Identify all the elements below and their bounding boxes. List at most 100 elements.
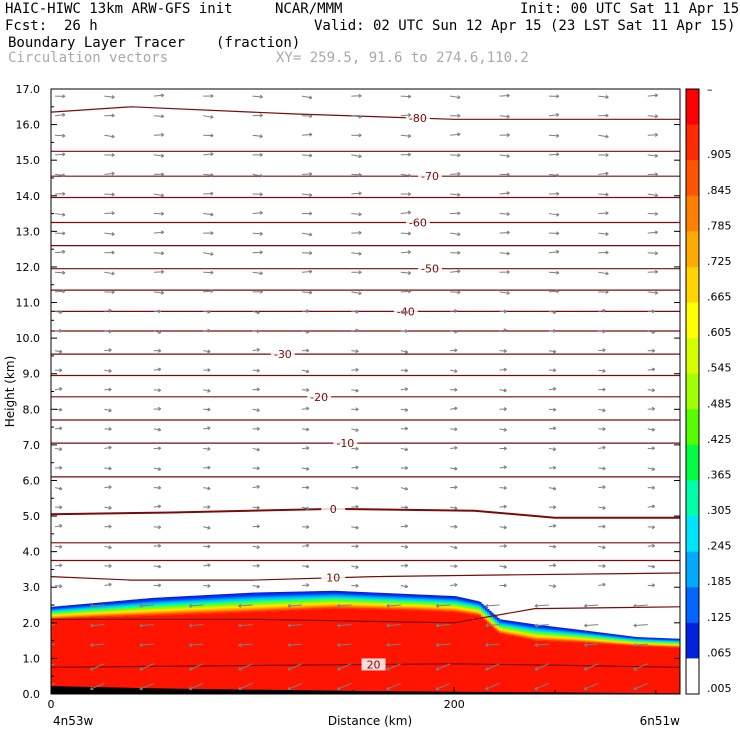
vector-head <box>62 231 66 236</box>
tracer-column-core <box>223 613 226 694</box>
vector-shaft <box>203 115 214 118</box>
vector-head <box>404 447 409 452</box>
tracer-column-edge <box>177 596 180 615</box>
tracer-column-edge <box>655 637 658 647</box>
vector-shaft <box>647 134 658 136</box>
vector-head <box>407 271 412 275</box>
vector-head <box>355 465 359 470</box>
tracer-column-core <box>569 641 572 694</box>
vector-shaft <box>647 154 658 157</box>
vector-head <box>358 230 362 235</box>
tracer-column-core <box>615 644 618 694</box>
vector-shaft <box>400 545 408 548</box>
vector-head <box>485 643 489 647</box>
vector-head <box>207 407 211 412</box>
tracer-column-edge <box>187 596 190 615</box>
tracer-column-core <box>627 645 630 694</box>
colorbar-swatch <box>686 587 699 624</box>
vector-shaft <box>450 584 458 586</box>
vector-head <box>435 667 440 671</box>
tracer-column-edge <box>317 591 320 610</box>
colorbar-swatch <box>686 551 699 588</box>
vector-shaft <box>153 291 164 294</box>
vector-shaft <box>598 172 609 175</box>
tracer-column-core <box>249 612 252 694</box>
vector-head <box>506 114 510 119</box>
vector-shaft <box>139 643 154 646</box>
vector-shaft <box>54 525 63 528</box>
tracer-column-core <box>89 617 92 694</box>
vector-head <box>503 367 507 372</box>
tracer-column-edge <box>115 601 118 617</box>
tracer-column-core <box>175 614 178 694</box>
isotherm-label: -20 <box>310 391 328 404</box>
tracer-column-core <box>557 641 560 694</box>
vector-head <box>256 329 260 334</box>
tracer-column-core <box>325 608 328 694</box>
vector-shaft <box>203 153 214 156</box>
colorbar-label: .245 <box>707 540 732 553</box>
tracer-column-core <box>69 618 72 694</box>
tracer-column-edge <box>197 595 200 615</box>
vector-shaft <box>301 506 310 510</box>
vector-head <box>188 643 193 647</box>
tracer-column-core <box>113 616 116 694</box>
vector-shaft <box>252 271 263 275</box>
vector-shaft <box>301 584 310 586</box>
tracer-column-edge <box>223 594 226 614</box>
vector-head <box>160 172 165 177</box>
vector-head <box>651 485 656 490</box>
vector-head <box>454 348 458 353</box>
tracer-column-core <box>187 614 190 694</box>
vector-shaft <box>104 309 112 312</box>
colorbar-swatch <box>686 373 699 410</box>
tracer-column-edge <box>215 594 218 614</box>
vector-head <box>404 310 409 315</box>
tracer-column-core <box>403 610 406 694</box>
tracer-column-edge <box>85 603 88 618</box>
vector-head <box>407 250 412 255</box>
vector-shaft <box>301 193 313 196</box>
vector-head <box>651 348 656 353</box>
vector-head <box>355 309 359 314</box>
vector-head <box>651 427 656 432</box>
vector-head <box>386 623 390 628</box>
colorbar-label: .665 <box>707 291 732 304</box>
vector-head <box>306 466 310 471</box>
colorbar-label: .305 <box>707 504 732 517</box>
vector-head <box>355 388 359 393</box>
tracer-column-core <box>299 610 302 694</box>
tracer-column-core <box>151 615 154 694</box>
vector-head <box>552 310 557 315</box>
vector-head <box>157 406 162 411</box>
tracer-column-edge <box>579 629 582 643</box>
vector-head <box>59 387 63 391</box>
tracer-column-core <box>205 613 208 694</box>
tracer-column-core <box>397 609 400 694</box>
vector-head <box>207 486 211 491</box>
vector-head <box>111 290 115 295</box>
colorbar-label: .605 <box>707 326 732 339</box>
vector-head <box>358 154 362 159</box>
tracer-column-edge <box>327 590 330 609</box>
tracer-column-core <box>597 643 600 694</box>
vector-head <box>306 543 310 548</box>
vector-head <box>355 583 359 588</box>
tracer-column-core <box>147 615 150 694</box>
axes: 0.0 1.0 2.0 3.0 4.0 5.0 6.0 7.0 8.0 9.0 10.0 11.0 12… <box>3 83 680 728</box>
vector-head <box>602 348 606 353</box>
vector-shaft <box>647 115 658 117</box>
tracer-column-edge <box>609 633 612 645</box>
tracer-column-edge <box>145 598 148 616</box>
vector-head <box>503 309 507 314</box>
tracer-column-edge <box>103 602 106 618</box>
vector-head <box>157 367 162 372</box>
vector-head <box>457 132 461 137</box>
vector-head <box>306 446 310 451</box>
tracer-column-core <box>239 612 242 694</box>
vector-shaft <box>90 663 105 671</box>
y-tick-label: 13.0 <box>16 225 41 238</box>
tracer-column-core <box>209 613 212 694</box>
vector-head <box>139 643 143 647</box>
tracer-column-core <box>121 616 124 694</box>
